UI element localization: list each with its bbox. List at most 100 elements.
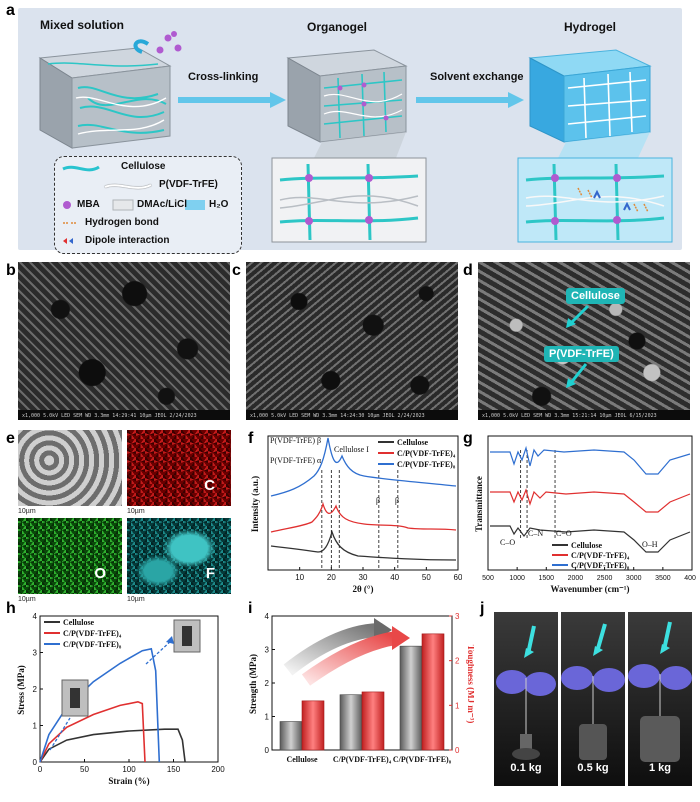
bar-ytick-3: 3 xyxy=(265,646,270,655)
xrd-xtick-0: 10 xyxy=(295,573,304,582)
ss-legend-cp8: C/P(VDF-TrFE)₈ xyxy=(63,640,122,649)
ss-curve-0 xyxy=(39,728,186,763)
organogel-block xyxy=(286,49,408,158)
ss-xtick-4: 200 xyxy=(211,765,225,774)
ftir-curve-cp8 xyxy=(490,445,691,475)
ss-curve-1 xyxy=(39,700,146,763)
ftir-curve-cp4 xyxy=(490,488,691,513)
eds-sem-image xyxy=(18,430,122,506)
xrd-curves xyxy=(270,437,457,561)
ftir-ylabel: Transmittance xyxy=(474,476,484,532)
sem-image-cellulose: x1,000 5.0kV LED SEM WD 3.3mm 14:29:41 1… xyxy=(18,262,230,420)
bar-ytick-4: 4 xyxy=(265,612,270,621)
xrd-curve-cp4 xyxy=(270,501,457,533)
ftir-annot-co: C–O xyxy=(500,538,515,547)
hydrogel-block xyxy=(528,49,652,158)
legend-h2o: H₂O xyxy=(209,199,229,210)
photo-0.5kg: 0.5 kg xyxy=(561,612,625,786)
bar-strength-1 xyxy=(339,694,363,751)
panel-label-i: i xyxy=(248,600,253,617)
schematic-panel: Mixed solution Organogel Hydrogel Cross-… xyxy=(18,8,682,254)
organogel-zoom xyxy=(271,157,427,243)
xrd-legend: Cellulose C/P(VDF-TrFE)₄ C/P(VDF-TrFE)₈ xyxy=(378,438,456,469)
panel-label-f: f xyxy=(248,430,254,447)
ss-ytick-4: 4 xyxy=(33,612,38,621)
bar-y2tick-0: 0 xyxy=(455,746,460,755)
ftir-legend-cp8: C/P(VDF-TrFE)₈ xyxy=(571,561,630,570)
eds-fluorine-map: F xyxy=(127,518,231,594)
xrd-xtick-4: 50 xyxy=(422,573,431,582)
panel-label-d: d xyxy=(463,262,473,279)
ss-inset-photos xyxy=(49,619,201,751)
ss-curve-2 xyxy=(39,647,161,763)
sem-footer-c: x1,000 5.0kV LED SEM WD 3.3mm 14:24:30 1… xyxy=(250,413,425,419)
ftir-legend: Cellulose C/P(VDF-TrFE)₄ C/P(VDF-TrFE)₈ xyxy=(552,541,630,570)
arrow-label-solvent: Solvent exchange xyxy=(430,71,524,83)
schematic-legend: Cellulose P(VDF-TrFE) MBA DMAc/LiCl H₂O … xyxy=(54,156,242,254)
xrd-annot-pvdf-beta: P(VDF-TrFE) β xyxy=(270,436,321,445)
ftir-xtick-5: 3000 xyxy=(626,575,642,582)
ftir-annot-cn: C–N xyxy=(528,529,543,538)
bar-category-1: C/P(VDF-TrFE)₄ xyxy=(333,755,392,764)
bar-ylabel: Strength (MPa) xyxy=(248,654,258,714)
bar-y2tick-3: 3 xyxy=(455,612,460,621)
ss-xtick-1: 50 xyxy=(80,765,89,774)
xrd-curve-cellulose xyxy=(270,529,457,561)
sem-pointer-arrows xyxy=(566,304,590,388)
ftir-xtick-3: 2000 xyxy=(568,575,584,582)
panel-label-h: h xyxy=(6,600,16,617)
schematic-drawing xyxy=(38,31,673,243)
ss-ylabel: Stress (MPa) xyxy=(16,665,26,715)
sem-label-pvdf: P(VDF-TrFE) xyxy=(544,346,619,362)
bar-trend-arrow-red xyxy=(301,631,398,686)
ftir-chart: Transmittance Wavenumber (cm⁻¹) 500 1000 1… xyxy=(474,435,696,594)
xrd-xtick-2: 30 xyxy=(359,573,368,582)
eds-scale-4: 10µm xyxy=(127,596,145,603)
xrd-legend-cp4: C/P(VDF-TrFE)₄ xyxy=(397,449,456,458)
legend-dmac: DMAc/LiCl xyxy=(137,199,187,210)
bar-category-0: Cellulose xyxy=(286,755,318,764)
legend-dipole: Dipole interaction xyxy=(85,235,170,246)
ss-xlabel: Strain (%) xyxy=(108,776,149,786)
ss-xtick-2: 100 xyxy=(122,765,136,774)
ftir-xtick-2: 1500 xyxy=(538,575,554,582)
mass-label-0.1kg: 0.1 kg xyxy=(510,762,542,774)
bar-strength-2 xyxy=(399,645,423,751)
sem-image-cp4: x1,000 5.0kV LED SEM WD 3.3mm 14:24:30 1… xyxy=(246,262,458,420)
sem-label-cellulose: Cellulose xyxy=(566,288,625,304)
mixed-solution-block xyxy=(38,31,182,149)
photo-1kg: 1 kg xyxy=(628,612,692,786)
mass-label-0.5kg: 0.5 kg xyxy=(577,762,609,774)
bar-y2label: Toughness (MJ m⁻³) xyxy=(466,645,474,724)
ftir-xtick-1: 1000 xyxy=(509,575,525,582)
ftir-xtick-4: 2500 xyxy=(597,575,613,582)
ftir-legend-cellulose: Cellulose xyxy=(571,541,603,550)
panel-label-a: a xyxy=(6,2,15,19)
bar-toughness-0 xyxy=(301,700,325,751)
strength-toughness-chart: Strength (MPa) Toughness (MJ m⁻³) 0 1 2 3 4 0… xyxy=(248,612,474,764)
eds-letter-o: O xyxy=(94,565,106,582)
xrd-ylabel: Intensity (a.u.) xyxy=(250,476,260,532)
eds-letter-f: F xyxy=(205,565,215,582)
legend-mba: MBA xyxy=(77,199,100,210)
ftir-annot-c=o: C=O xyxy=(556,529,572,538)
xrd-xlabel: 2θ (°) xyxy=(352,584,373,594)
legend-cellulose: Cellulose xyxy=(121,161,166,172)
bar-ytick-1: 1 xyxy=(265,713,270,722)
xrd-annot-beta1: β xyxy=(376,496,380,505)
eds-scale-2: 10µm xyxy=(127,508,145,515)
sem-footer-d: x1,000 5.0kV LED SEM WD 3.3mm 15:21:14 1… xyxy=(482,413,657,419)
ss-ytick-3: 3 xyxy=(33,649,38,658)
ss-ytick-1: 1 xyxy=(33,722,38,731)
bar-y2tick-1: 1 xyxy=(455,701,460,710)
xrd-chart: Intensity (a.u.) 2θ (°) 10 20 30 40 50 60 Cel… xyxy=(250,435,462,594)
ftir-annot-oh: O–H xyxy=(642,540,658,549)
ss-ytick-2: 2 xyxy=(33,685,38,694)
eds-carbon-map: C xyxy=(127,430,231,506)
stage-title-organogel: Organogel xyxy=(307,20,368,34)
xrd-annot-beta2: β xyxy=(395,496,399,505)
xrd-legend-cellulose: Cellulose xyxy=(397,438,429,447)
ss-legend: Cellulose C/P(VDF-TrFE)₄ C/P(VDF-TrFE)₈ xyxy=(44,618,122,649)
xrd-annot-pvdf-alpha: P(VDF-TrFE) α xyxy=(270,456,322,465)
panel-label-c: c xyxy=(232,262,241,279)
